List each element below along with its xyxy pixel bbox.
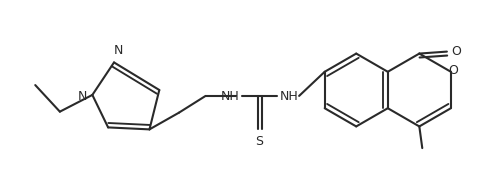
Text: S: S bbox=[255, 135, 263, 148]
Text: O: O bbox=[448, 64, 458, 77]
Text: N: N bbox=[113, 44, 122, 57]
Text: N: N bbox=[78, 90, 87, 103]
Text: O: O bbox=[451, 45, 461, 58]
Text: NH: NH bbox=[221, 90, 240, 103]
Text: NH: NH bbox=[280, 90, 299, 103]
